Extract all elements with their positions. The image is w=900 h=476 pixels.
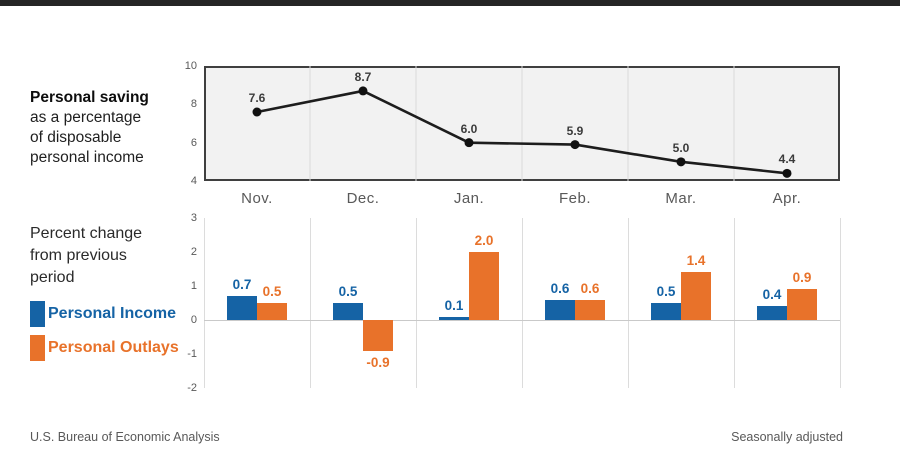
month-label-apr: Apr. [772,190,802,207]
zero-axis-line [204,320,840,321]
month-label-nov: Nov. [241,190,273,207]
line-ytick: 6 [190,136,197,149]
saving-line-chart [204,66,840,181]
bar-ytick: 1 [190,280,197,292]
bar-personal-outlays [363,320,393,351]
saving-title-line1: Personal saving [30,89,149,106]
gridline [734,218,735,388]
change-chart-title: Percent change from previous period [30,223,200,289]
change-title-line2: from previous [30,247,127,264]
bar-value-label: 0.6 [580,280,600,296]
saving-chart-title: Personal saving as a percentage of dispo… [30,88,200,168]
blue-swatch-icon [30,301,45,327]
change-title-line3: period [30,269,75,286]
percent-change-bar-chart [204,218,841,388]
orange-swatch-icon [30,335,45,361]
line-point [464,138,474,148]
bar-personal-income [439,316,469,320]
bar-value-label: 0.9 [792,270,812,286]
bar-personal-income [333,303,363,320]
bar-personal-outlays [575,299,605,320]
bar-ytick: -1 [187,348,197,360]
bar-ytick: -2 [187,382,197,394]
month-label-feb: Feb. [558,190,591,207]
bar-ytick: 2 [190,246,197,258]
month-label-mar: Mar. [665,190,697,207]
line-chart-svg [252,66,792,181]
legend: Personal Income Personal Outlays [30,301,210,369]
bar-value-label: 0.4 [762,287,782,303]
legend-label-personal-outlays: Personal Outlays [48,339,179,356]
bar-value-label: 0.7 [232,277,252,293]
line-ytick: 8 [190,98,197,111]
line-point-label: 5.0 [672,140,690,155]
bar-personal-outlays [681,272,711,320]
gridline [204,218,205,388]
line-point-label: 7.6 [248,91,266,105]
bar-value-label: 0.1 [444,297,464,313]
bar-ytick: 0 [190,314,197,326]
gridline [416,218,417,388]
line-point [358,86,368,96]
bar-personal-outlays [257,303,287,320]
month-label-dec: Dec. [346,190,380,207]
gridline [310,218,311,388]
month-label-jan: Jan. [453,190,485,207]
bar-value-label: -0.9 [366,354,390,370]
line-point [782,168,792,178]
legend-label-personal-income: Personal Income [48,305,177,322]
bar-personal-income [545,299,575,320]
gridline [840,218,841,388]
bar-personal-income [651,303,681,320]
line-point-label: 6.0 [460,121,478,136]
line-point [570,140,580,150]
bar-personal-outlays [469,252,499,320]
source-text: U.S. Bureau of Economic Analysis [30,430,220,444]
seasonally-adjusted-note: Seasonally adjusted [731,430,843,444]
bar-value-label: 0.5 [656,284,676,299]
legend-item-personal-income: Personal Income [30,301,210,327]
line-ytick: 10 [184,60,197,72]
bar-value-label: 2.0 [474,233,494,248]
line-point-label: 5.9 [566,123,584,138]
bar-value-label: 0.6 [550,280,570,296]
gridline [628,218,629,388]
saving-title-line2: as a percentage [30,109,142,126]
bar-value-label: 0.5 [338,284,358,299]
line-ytick: 4 [190,175,197,187]
line-point-label: 8.7 [354,69,372,84]
bar-ytick: 3 [190,212,197,224]
line-point [252,107,262,117]
change-title-line1: Percent change [30,225,143,242]
saving-line [256,89,788,175]
saving-title-line3: of disposable [30,129,122,146]
bar-value-label: 1.4 [686,253,706,269]
top-window-bar [0,0,900,6]
bar-value-label: 0.5 [262,284,282,299]
gridline [522,218,523,388]
legend-item-personal-outlays: Personal Outlays [30,335,210,361]
bar-personal-outlays [787,289,817,320]
line-point-label: 4.4 [778,152,796,167]
bar-personal-income [757,306,787,320]
bar-personal-income [227,296,257,320]
line-point [676,157,686,167]
saving-title-line4: personal income [30,149,144,166]
